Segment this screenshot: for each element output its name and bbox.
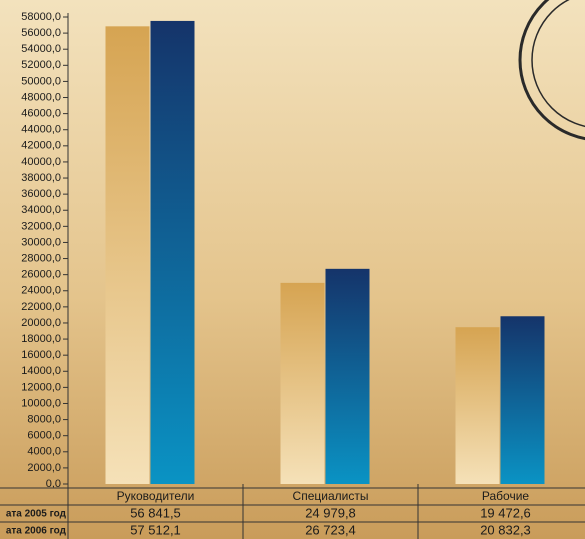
y-tick-label: 18000,0 [21, 333, 61, 345]
bar [150, 20, 195, 484]
y-tick-label: 44000,0 [21, 124, 61, 136]
y-tick-label: 4000,0 [27, 446, 61, 458]
table-value: 57 512,1 [130, 522, 181, 537]
y-tick-label: 20000,0 [21, 317, 61, 329]
y-tick-label: 50000,0 [21, 75, 61, 87]
table-value: 56 841,5 [130, 505, 181, 520]
bar [325, 268, 370, 484]
y-tick-label: 36000,0 [21, 188, 61, 200]
table-value: 24 979,8 [305, 505, 356, 520]
bar [500, 316, 545, 484]
y-tick-label: 30000,0 [21, 236, 61, 248]
y-tick-label: 12000,0 [21, 381, 61, 393]
y-tick-label: 56000,0 [21, 27, 61, 39]
y-tick-label: 32000,0 [21, 220, 61, 232]
y-tick-label: 14000,0 [21, 365, 61, 377]
legend-label: ата 2006 год [6, 526, 67, 537]
y-tick-label: 58000,0 [21, 11, 61, 23]
y-tick-label: 8000,0 [27, 413, 61, 425]
y-tick-label: 48000,0 [21, 91, 61, 103]
table-value: 26 723,4 [305, 522, 356, 537]
bar [455, 327, 500, 484]
table-value: 19 472,6 [480, 505, 531, 520]
y-tick-label: 16000,0 [21, 349, 61, 361]
y-tick-label: 26000,0 [21, 269, 61, 281]
bar [105, 26, 150, 485]
x-tick-label: Руководители [117, 489, 195, 503]
bar [280, 282, 325, 484]
y-tick-label: 0,0 [46, 478, 61, 490]
y-tick-label: 34000,0 [21, 204, 61, 216]
y-tick-label: 40000,0 [21, 156, 61, 168]
y-tick-label: 42000,0 [21, 140, 61, 152]
y-tick-label: 22000,0 [21, 301, 61, 313]
x-tick-label: Специалисты [293, 489, 369, 503]
y-tick-label: 54000,0 [21, 43, 61, 55]
y-tick-label: 6000,0 [27, 430, 61, 442]
stamp [518, 0, 585, 141]
legend-label: ата 2005 год [6, 509, 67, 520]
x-tick-label: Рабочие [482, 489, 530, 503]
y-tick-label: 2000,0 [27, 462, 61, 474]
y-tick-label: 24000,0 [21, 285, 61, 297]
y-tick-label: 10000,0 [21, 397, 61, 409]
table-value: 20 832,3 [480, 522, 531, 537]
y-tick-label: 52000,0 [21, 59, 61, 71]
y-tick-label: 28000,0 [21, 252, 61, 264]
y-tick-label: 46000,0 [21, 108, 61, 120]
y-tick-label: 38000,0 [21, 172, 61, 184]
